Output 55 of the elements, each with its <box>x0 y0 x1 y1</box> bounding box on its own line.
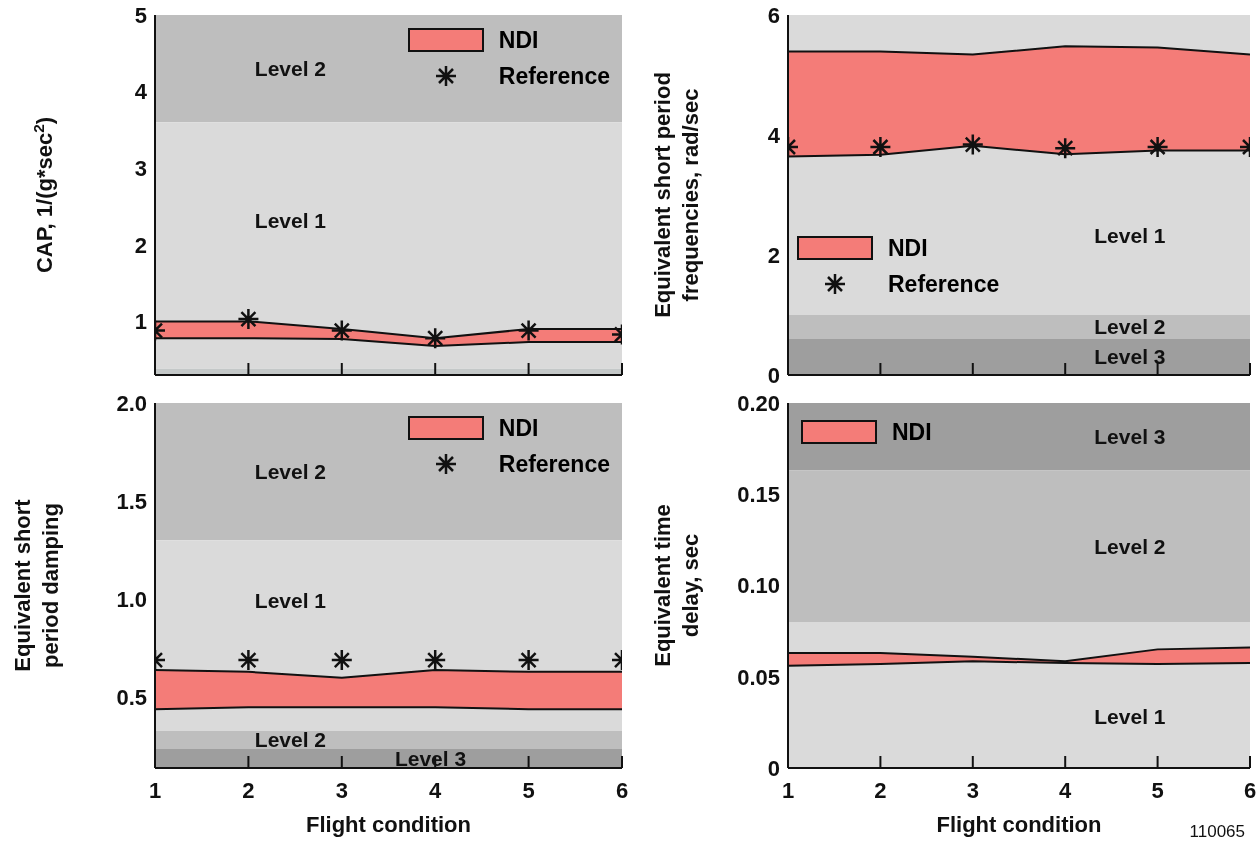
legend-label: NDI <box>498 414 539 442</box>
x-tick-label: 2 <box>242 777 255 803</box>
x-tick-label: 6 <box>615 777 629 803</box>
text: 110065 <box>1189 822 1245 842</box>
y-tick-label: 0.10 <box>737 573 780 599</box>
band-label: Level 2 <box>254 728 327 751</box>
y-tick-label: 0.05 <box>737 664 780 690</box>
y-axis-title: Equivalent short period frequencies, rad/sec <box>650 72 703 318</box>
band-label: Level 1 <box>1094 705 1166 729</box>
band-label: Level 2 <box>254 57 327 81</box>
y-axis-title: Equivalent time delay, sec <box>650 504 703 667</box>
y-tick-label: 1.0 <box>116 587 147 613</box>
x-tick-label: 3 <box>966 777 979 803</box>
band-label: Level 1 <box>254 209 327 233</box>
y-tick-label: 2.0 <box>116 390 147 416</box>
x-tick-label: 6 <box>1243 777 1257 803</box>
point <box>423 326 447 350</box>
x-tick-label: 4 <box>1059 777 1073 803</box>
y-tick-label: 2 <box>767 242 780 268</box>
y-tick-label: 1 <box>134 309 147 335</box>
legend-label: Reference <box>498 62 610 90</box>
y-tick-label: 4 <box>134 79 148 105</box>
band-label: Level 3 <box>1094 345 1166 369</box>
band-label: Level 2 <box>1094 534 1166 558</box>
y-tick-label: 0 <box>767 362 780 388</box>
legend-label: NDI <box>888 234 928 262</box>
x-axis-title: Flight condition <box>306 812 471 837</box>
band-label: Level 3 <box>394 746 467 770</box>
y-axis-title: Equivalent short period damping <box>10 498 63 672</box>
legend-label: Reference <box>498 450 610 478</box>
x-tick-label: 4 <box>429 777 443 803</box>
legend-label: NDI <box>892 418 932 446</box>
band-label: Level 1 <box>254 588 327 612</box>
y-tick-label: 1.5 <box>116 488 147 514</box>
y-tick-label: 5 <box>134 2 147 28</box>
band-label: Level 3 <box>1094 425 1166 449</box>
band-label: Level 1 <box>1094 224 1166 248</box>
band-label: Level 2 <box>1094 315 1166 339</box>
y-tick-label: 0.15 <box>737 482 780 508</box>
y-tick-label: 4 <box>767 122 781 148</box>
y-tick-label: 6 <box>767 2 780 28</box>
x-tick-label: 5 <box>1151 777 1164 803</box>
x-tick-label: 5 <box>522 777 535 803</box>
y-tick-label: 2 <box>134 232 147 258</box>
band-label: Level 2 <box>254 460 327 484</box>
x-tick-label: 2 <box>874 777 887 803</box>
y-tick-label: 0.20 <box>737 390 780 416</box>
y-tick-label: 0 <box>767 755 780 781</box>
y-tick-label: 3 <box>134 156 147 181</box>
legend-label: NDI <box>498 26 539 54</box>
x-axis-title: Flight condition <box>936 812 1102 837</box>
y-tick-label: 0.5 <box>116 685 147 711</box>
x-tick-label: 3 <box>335 777 348 803</box>
point <box>330 319 354 342</box>
legend-label: Reference <box>888 270 1000 298</box>
